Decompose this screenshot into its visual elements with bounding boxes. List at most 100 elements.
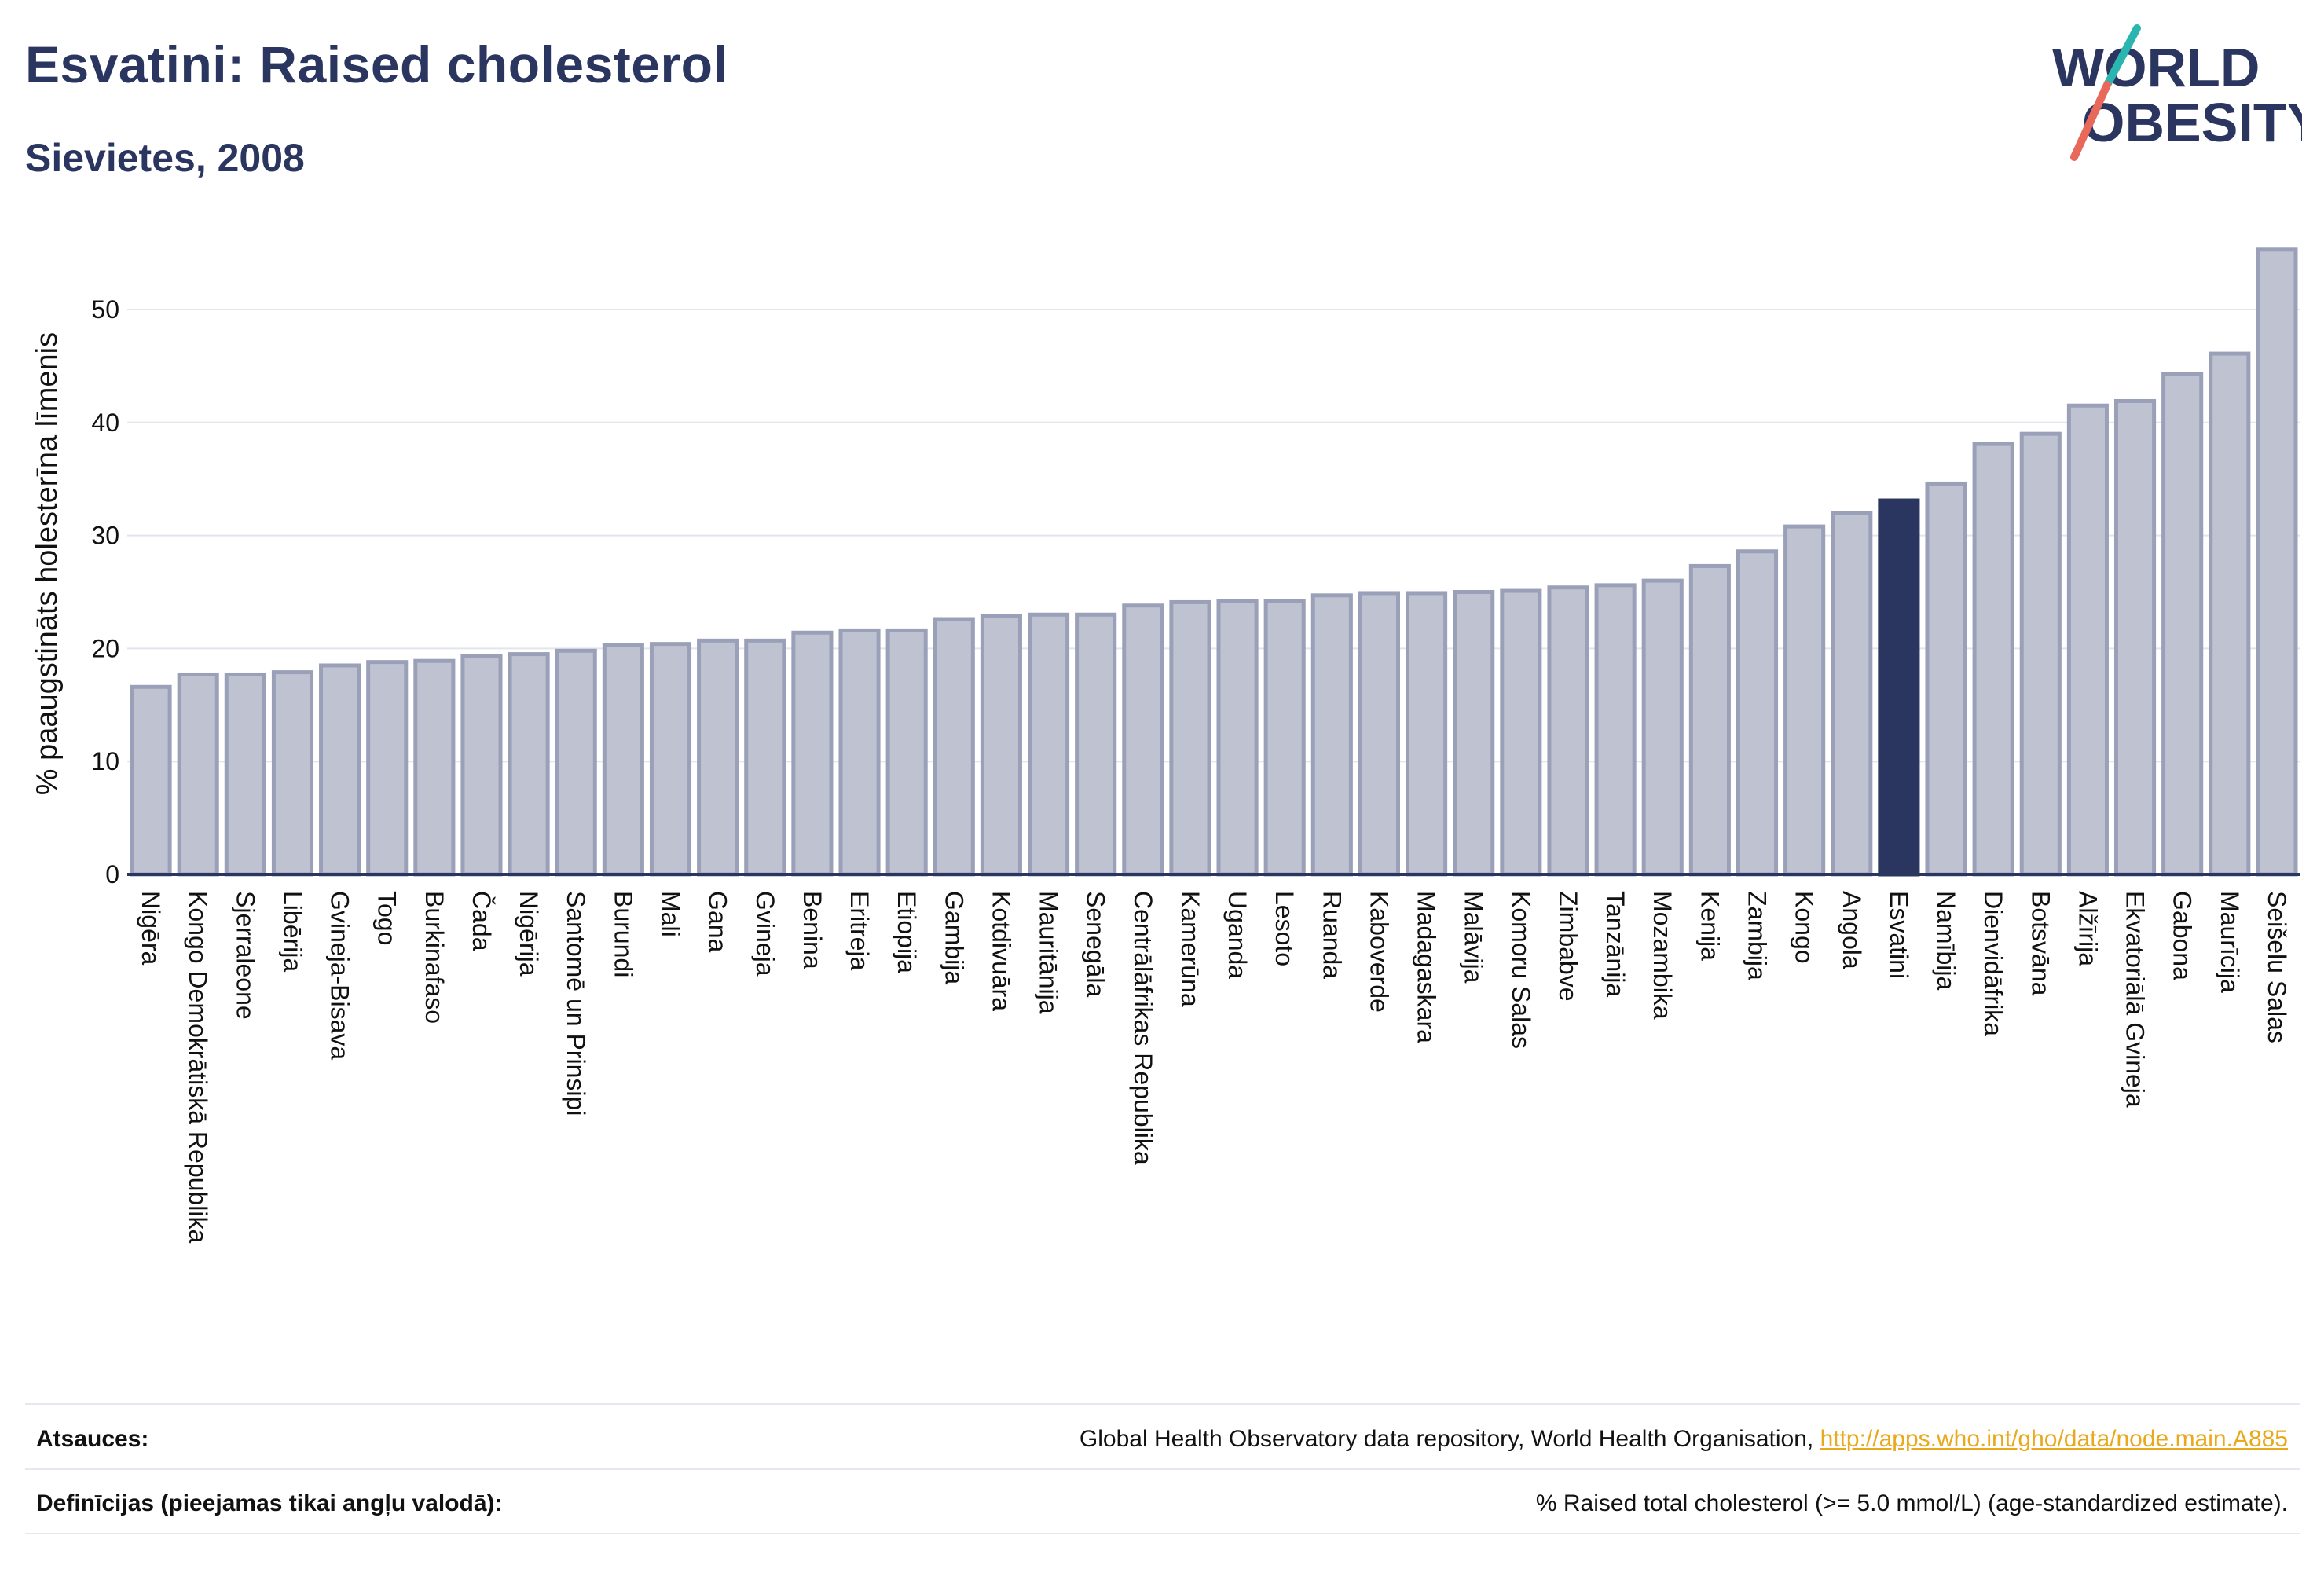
definitions-value: % Raised total cholesterol (>= 5.0 mmol/…	[1535, 1490, 2288, 1516]
bar	[413, 658, 456, 877]
bar	[1783, 524, 1826, 877]
x-tick-label: Senegāla	[1082, 891, 1110, 997]
x-tick-label: Malāvija	[1460, 891, 1488, 984]
x-tick-label: Kongo Demokrātiskā Republika	[184, 891, 212, 1243]
sources-label: Atsauces:	[36, 1426, 149, 1452]
x-tick-label: Madagaskara	[1413, 891, 1441, 1043]
bar	[744, 638, 786, 877]
chart-subtitle: Sievietes, 2008	[25, 136, 305, 180]
x-tick-label: Zambija	[1743, 891, 1772, 980]
x-tick-label: Botsvāna	[2026, 891, 2055, 996]
x-tick-label: Zimbabve	[1554, 891, 1582, 1002]
bar	[366, 660, 409, 877]
bar	[555, 648, 597, 877]
definitions-label: Definīcijas (pieejamas tikai angļu valod…	[36, 1490, 503, 1516]
x-tick-label: Sjerraleone	[231, 891, 259, 1020]
bar	[130, 684, 172, 877]
bar	[1972, 442, 2014, 877]
sources-link[interactable]: http://apps.who.int/gho/data/node.main.A…	[1820, 1426, 2288, 1452]
x-tick-label: Čada	[467, 891, 496, 951]
bar	[1500, 588, 1542, 877]
bar	[649, 642, 692, 877]
bar	[838, 628, 881, 877]
bar	[1688, 563, 1731, 877]
x-tick-label: Mauritānija	[1035, 891, 1063, 1014]
logo-line-1: WORLD	[2052, 37, 2260, 98]
bar	[1406, 591, 1448, 877]
y-axis-label: % paaugstināts holesterīna līmenis	[31, 332, 64, 795]
bar	[980, 614, 1022, 877]
bar	[1075, 612, 1117, 877]
bar	[177, 672, 219, 877]
bar	[885, 628, 928, 877]
bar	[319, 663, 361, 877]
x-tick-label: Dienvidāfrika	[1979, 891, 2007, 1036]
y-tick-label: 50	[91, 295, 119, 324]
bar	[2256, 247, 2298, 877]
chart-title: Esvatini: Raised cholesterol	[25, 35, 728, 93]
bar	[460, 654, 503, 877]
x-tick-label: Eritreja	[845, 891, 874, 971]
bar	[1122, 603, 1164, 877]
y-tick-label: 40	[91, 409, 119, 437]
x-tick-label: Centrālāfrikas Republika	[1129, 891, 1157, 1165]
x-tick-label: Ekvatoriālā Gvineja	[2121, 891, 2150, 1108]
y-tick-label: 20	[91, 634, 119, 662]
bar	[2113, 398, 2157, 877]
bar	[1263, 599, 1306, 877]
bar	[602, 643, 644, 877]
bar	[1594, 583, 1637, 877]
x-tick-label: Libērija	[278, 891, 306, 972]
footer-divider-middle	[25, 1468, 2300, 1470]
world-obesity-logo: WORLD OBESITY	[2052, 24, 2302, 161]
x-tick-label: Alžīrija	[2073, 891, 2102, 966]
x-tick-label: Kamerūna	[1176, 891, 1204, 1007]
footer-divider-bottom	[25, 1533, 2300, 1534]
logo-slash-top	[2103, 24, 2141, 89]
x-tick-label: Gabona	[2168, 891, 2197, 980]
x-tick-label: Burkinafaso	[420, 891, 449, 1024]
x-tick-label: Benina	[798, 891, 827, 969]
x-tick-label: Tanzānija	[1601, 891, 1629, 997]
footer-divider-top	[25, 1403, 2300, 1405]
x-tick-label: Mali	[657, 891, 685, 937]
bar	[791, 630, 834, 877]
bar	[2066, 403, 2109, 877]
x-tick-label: Maurīcija	[2216, 891, 2244, 993]
x-tick-label: Nigēra	[137, 891, 165, 965]
x-tick-label: Burundi	[609, 891, 637, 977]
bar	[1310, 593, 1353, 877]
logo-line-2: OBESITY	[2082, 92, 2302, 153]
bar	[1453, 590, 1495, 877]
bar	[1169, 599, 1211, 877]
bar	[1641, 578, 1684, 877]
bar	[2019, 431, 2062, 877]
bar	[1831, 511, 1873, 877]
y-tick-label: 0	[105, 860, 119, 889]
bar	[1547, 585, 1589, 877]
x-tick-label: Santomē un Prinsipi	[562, 891, 590, 1116]
x-tick-label: Kongo	[1791, 891, 1819, 964]
bar	[508, 652, 550, 877]
bar	[1736, 549, 1779, 877]
x-tick-label: Esvatini	[1885, 891, 1913, 979]
y-tick-label: 30	[91, 522, 119, 550]
sources-text: Global Health Observatory data repositor…	[1079, 1426, 1820, 1452]
y-tick-label: 10	[91, 747, 119, 775]
x-tick-label: Mozambika	[1648, 891, 1677, 1020]
x-tick-label: Nigērija	[515, 891, 543, 977]
x-tick-label: Uganda	[1223, 891, 1252, 979]
x-tick-label: Namībija	[1932, 891, 1960, 990]
bar	[1925, 481, 1967, 877]
logo-slash-bottom	[2070, 81, 2111, 161]
bar	[1358, 591, 1401, 877]
bar	[1216, 599, 1259, 877]
x-tick-label: Etiopija	[893, 891, 921, 973]
x-tick-label: Ruanda	[1318, 891, 1346, 979]
x-tick-label: Kaboverde	[1365, 891, 1393, 1013]
bar-chart: 0 10 20 30 40 50 % paaugstināts holesterīna lī…	[31, 247, 2300, 1243]
x-tick-label: Angola	[1838, 891, 1866, 969]
bar	[2209, 351, 2251, 877]
bar	[697, 638, 739, 877]
x-tick-label: Gana	[704, 891, 732, 952]
